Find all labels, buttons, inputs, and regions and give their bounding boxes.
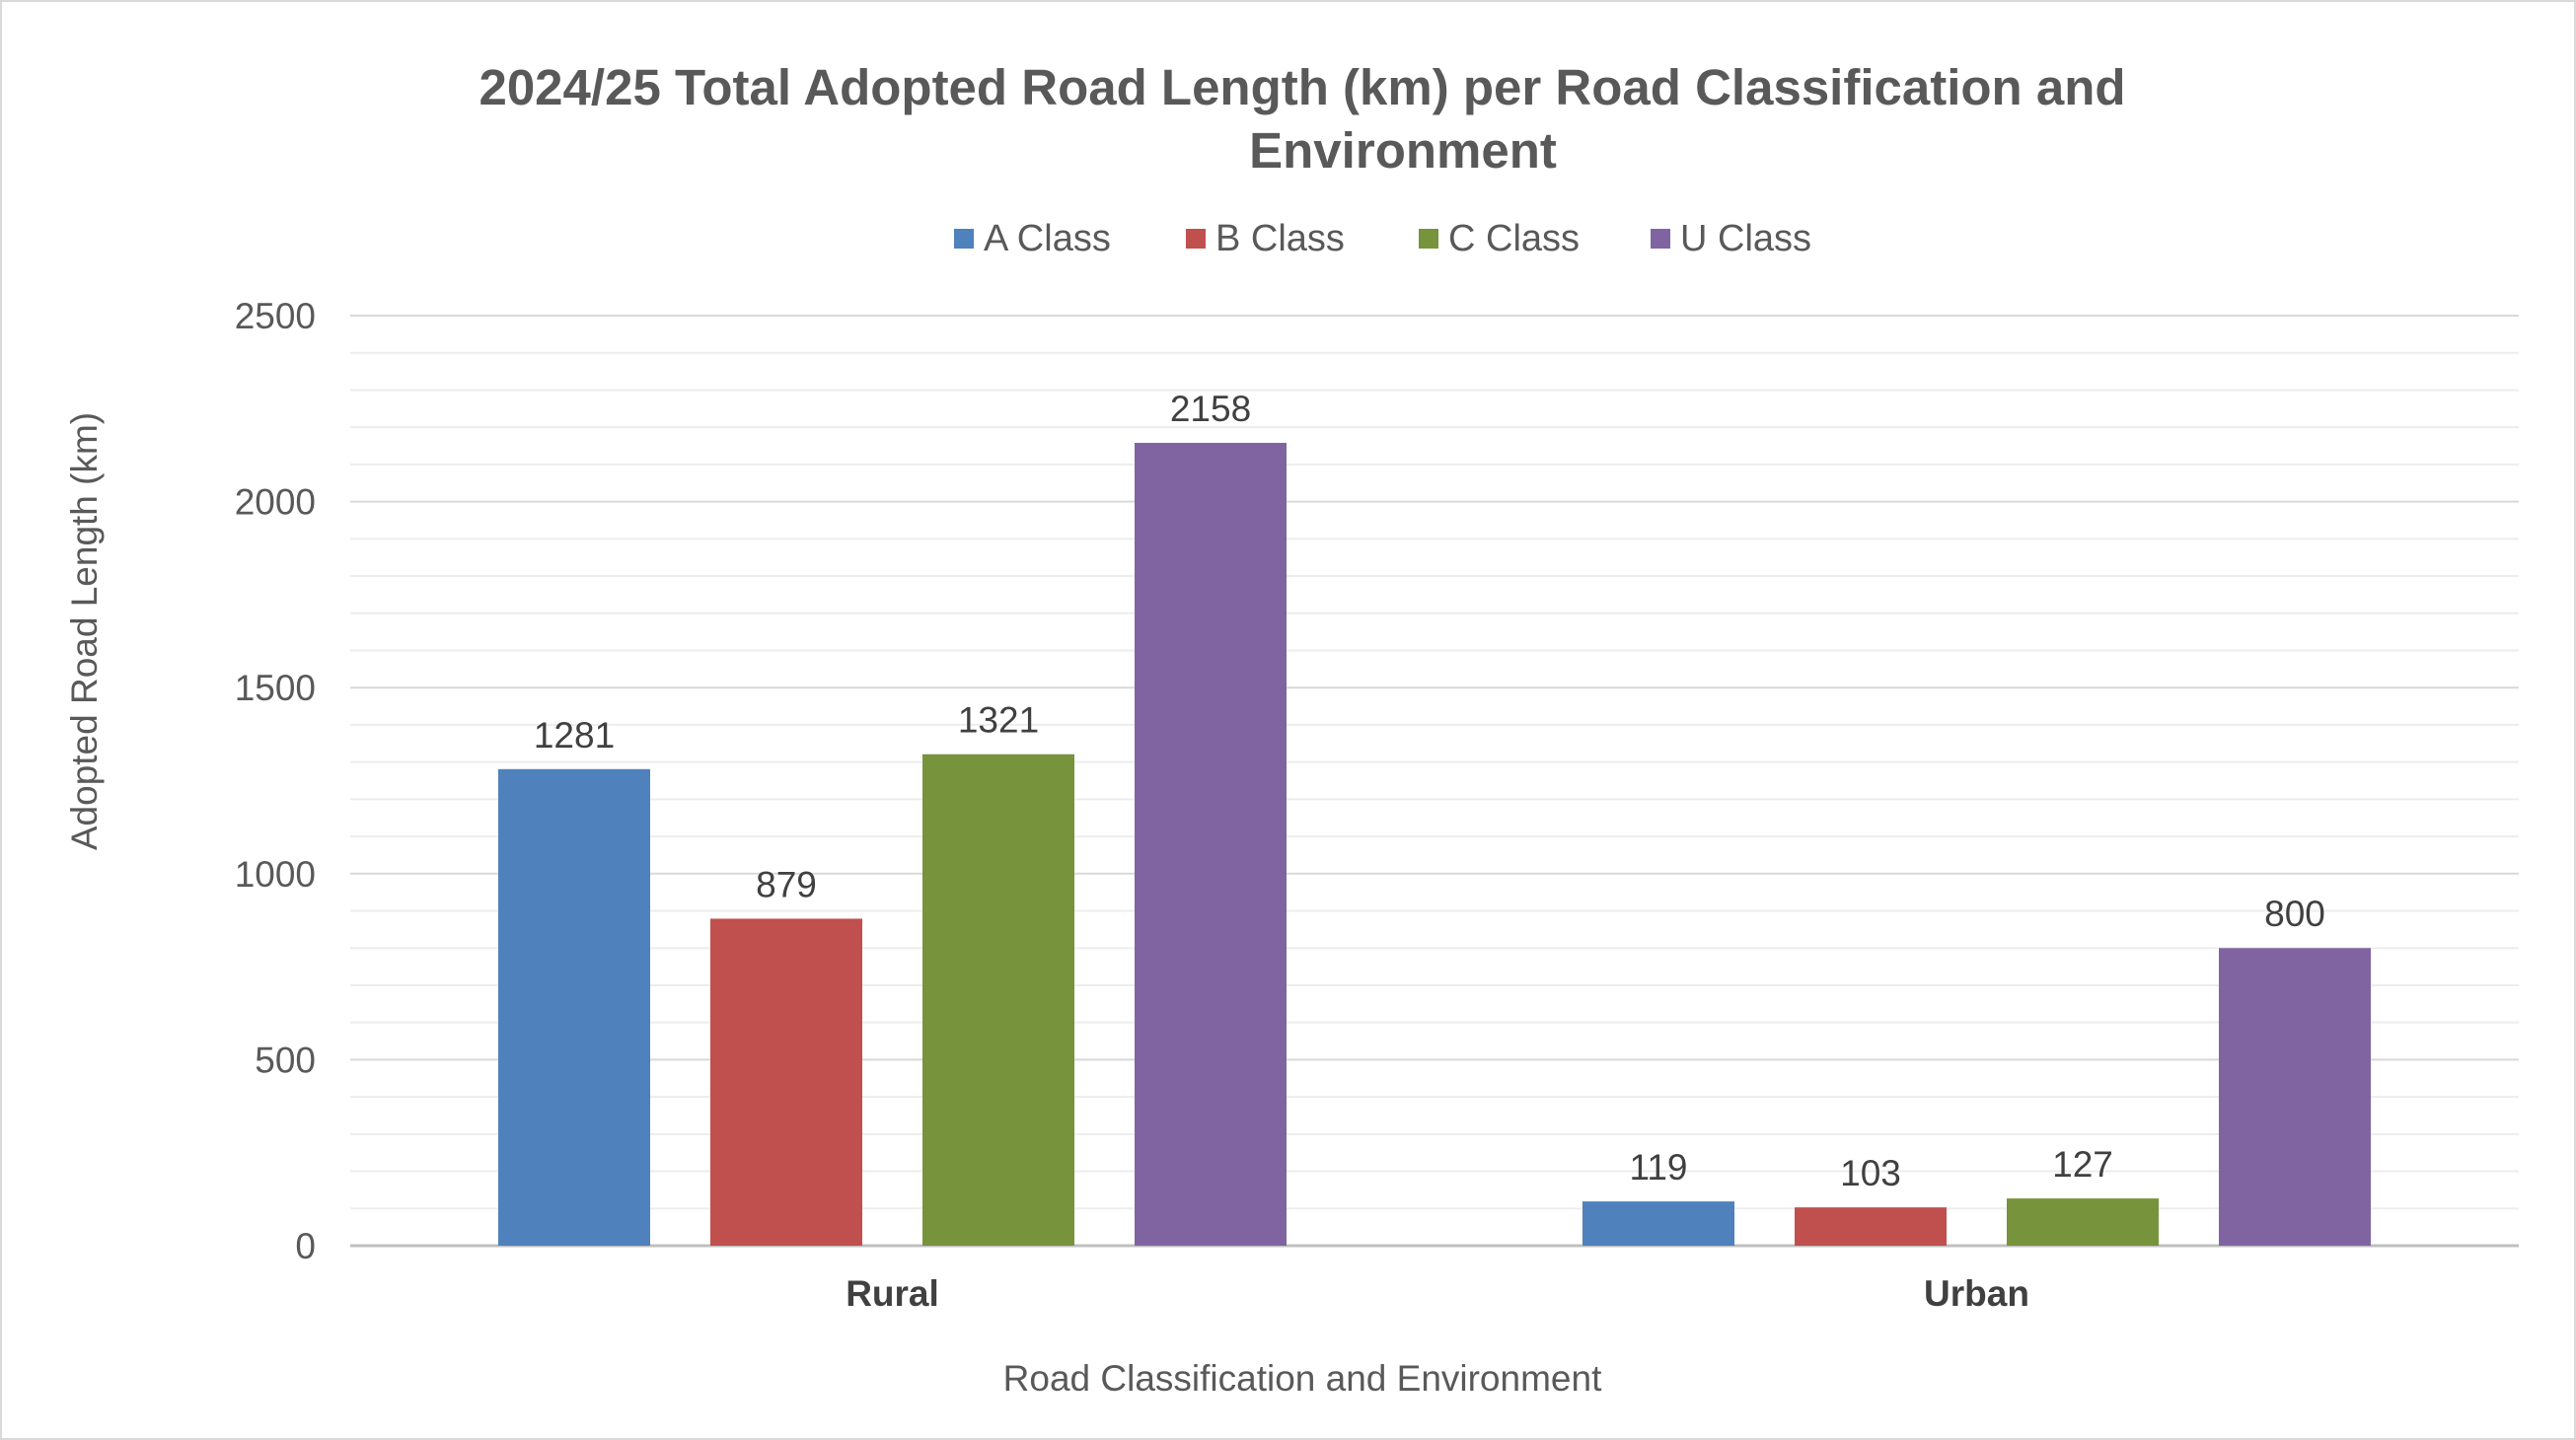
chart-title-line-1: 2024/25 Total Adopted Road Length (km) p… — [478, 59, 2125, 115]
x-category-label: Rural — [846, 1273, 939, 1314]
bar-rural-a-class — [498, 768, 650, 1246]
chart-title-line-2: Environment — [1249, 122, 1557, 179]
bar-rural-c-class — [922, 754, 1074, 1246]
legend-label: A Class — [984, 218, 1111, 259]
legend-label: B Class — [1215, 218, 1345, 259]
legend: A Class B Class C Class U Class — [954, 218, 1811, 259]
legend-swatch-c-class — [1419, 229, 1438, 249]
data-label: 1321 — [958, 700, 1039, 741]
x-axis-categories: Rural Urban — [846, 1273, 2029, 1314]
data-label: 800 — [2264, 894, 2325, 934]
y-tick-label: 500 — [255, 1040, 316, 1080]
legend-swatch-a-class — [954, 229, 974, 249]
data-label: 103 — [1840, 1153, 1901, 1193]
x-category-label: Urban — [1924, 1273, 2029, 1314]
data-label: 879 — [756, 864, 817, 904]
legend-swatch-b-class — [1186, 229, 1206, 249]
legend-swatch-u-class — [1651, 229, 1670, 249]
bar-rural-b-class — [710, 918, 862, 1246]
y-tick-label: 1500 — [235, 668, 316, 708]
y-tick-label: 2000 — [235, 482, 316, 523]
data-label: 119 — [1630, 1147, 1688, 1188]
bar-urban-u-class — [2219, 948, 2371, 1246]
gridlines — [350, 315, 2519, 1248]
y-tick-label: 2500 — [235, 296, 316, 336]
x-axis-title: Road Classification and Environment — [1003, 1358, 1602, 1399]
y-tick-label: 1000 — [235, 854, 316, 895]
bar-urban-c-class — [2007, 1198, 2159, 1246]
bar-urban-a-class — [1582, 1201, 1734, 1246]
y-axis-title: Adopted Road Length (km) — [64, 412, 105, 850]
y-tick-label: 0 — [295, 1226, 316, 1266]
y-axis-ticks: 0 500 1000 1500 2000 2500 — [235, 296, 316, 1266]
bars — [498, 443, 2371, 1246]
bar-rural-u-class — [1135, 443, 1287, 1246]
data-label: 1281 — [534, 715, 615, 756]
bar-urban-b-class — [1795, 1207, 1947, 1246]
data-labels: 1281 879 1321 2158 119 103 127 800 — [534, 389, 2325, 1193]
data-label: 127 — [2052, 1144, 2113, 1185]
legend-label: C Class — [1448, 218, 1580, 259]
data-label: 2158 — [1170, 389, 1251, 429]
legend-label: U Class — [1680, 218, 1811, 259]
